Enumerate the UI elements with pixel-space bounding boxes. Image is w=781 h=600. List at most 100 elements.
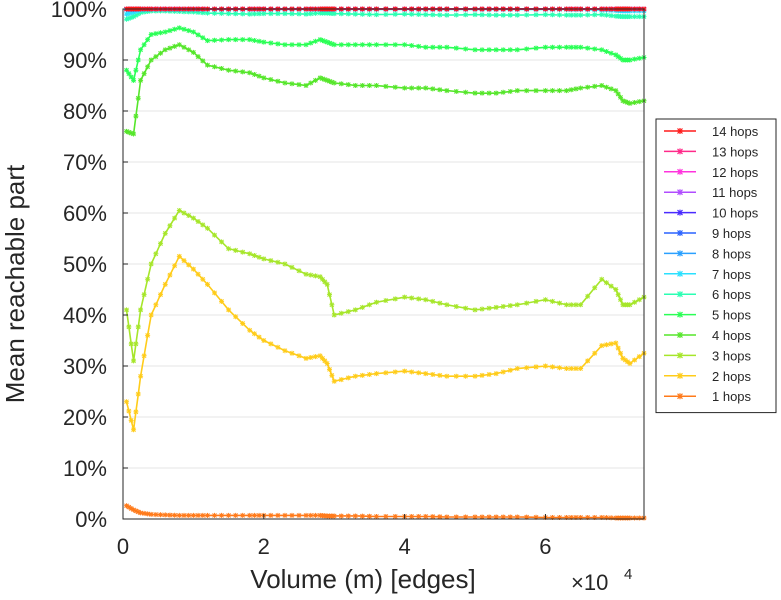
data-point	[317, 75, 323, 81]
data-point	[153, 302, 159, 308]
data-point	[256, 38, 262, 44]
data-point	[124, 67, 130, 73]
data-point	[126, 71, 132, 77]
x-axis-label: Volume (m) [edges]	[250, 564, 475, 594]
data-point	[615, 292, 621, 298]
y-tick-label: 70%	[63, 150, 107, 175]
data-point	[373, 513, 379, 519]
data-point	[345, 82, 351, 88]
data-point	[627, 360, 633, 366]
data-point	[409, 11, 415, 17]
data-point	[500, 514, 506, 520]
data-point	[585, 358, 591, 364]
data-point	[131, 131, 137, 137]
legend-item: 8 hops	[664, 246, 752, 261]
data-point	[251, 331, 257, 337]
data-point	[585, 12, 591, 18]
data-point	[463, 373, 469, 379]
data-point	[392, 296, 398, 302]
data-point	[542, 363, 548, 369]
series-3-hops	[124, 207, 647, 364]
data-point	[463, 12, 469, 18]
data-point	[268, 341, 274, 347]
data-point	[190, 215, 196, 221]
data-point	[359, 83, 365, 88]
data-point	[592, 285, 598, 291]
y-tick-label: 100%	[51, 0, 107, 22]
data-point	[275, 512, 281, 518]
data-point	[135, 11, 141, 17]
data-point	[622, 357, 628, 363]
data-point	[251, 253, 257, 258]
data-point	[126, 504, 132, 510]
legend-item: 12 hops	[664, 165, 759, 180]
y-tick-label: 10%	[63, 456, 107, 481]
data-point	[190, 29, 196, 35]
data-point	[268, 11, 274, 17]
data-point	[308, 40, 314, 46]
data-point	[322, 279, 328, 285]
data-point	[133, 508, 139, 514]
data-point	[618, 55, 624, 61]
data-point	[636, 55, 642, 61]
data-point	[437, 87, 443, 93]
data-point	[472, 373, 478, 379]
x-tick-label: 2	[258, 534, 270, 559]
data-point	[247, 70, 253, 76]
data-point	[615, 345, 621, 351]
data-point	[308, 272, 314, 278]
data-point	[308, 512, 314, 518]
legend-label: 7 hops	[712, 267, 752, 282]
x-tick-label: 4	[398, 534, 410, 559]
data-point	[573, 302, 579, 308]
data-point	[324, 39, 330, 45]
data-point	[500, 12, 506, 18]
data-point	[200, 222, 206, 228]
data-point	[557, 514, 563, 520]
data-point	[133, 341, 139, 347]
data-point	[402, 85, 408, 91]
data-point	[126, 408, 132, 414]
y-tick-labels: 0% 10% 20% 30% 40% 50% 60% 70% 80% 90% 100%	[51, 0, 128, 532]
legend-item: 9 hops	[664, 226, 752, 241]
legend-label: 9 hops	[712, 226, 752, 241]
data-point	[437, 44, 443, 50]
legend-label: 1 hops	[712, 389, 752, 404]
gridlines	[123, 59, 644, 469]
data-point	[261, 338, 267, 343]
legend-label: 6 hops	[712, 287, 752, 302]
data-point	[568, 12, 574, 18]
y-tick-label: 40%	[63, 303, 107, 328]
data-point	[618, 94, 624, 100]
data-point	[453, 304, 459, 309]
data-point	[524, 514, 530, 520]
data-point	[303, 42, 309, 48]
data-point	[289, 11, 295, 17]
data-point	[219, 512, 225, 518]
data-point	[524, 88, 530, 94]
data-point	[359, 11, 365, 17]
data-point	[352, 11, 358, 17]
data-point	[312, 354, 318, 360]
data-point	[256, 254, 262, 260]
data-point	[282, 261, 288, 267]
legend-label: 3 hops	[712, 348, 752, 363]
data-point	[603, 515, 609, 521]
data-point	[568, 366, 574, 372]
data-point	[251, 11, 257, 17]
data-point	[613, 52, 619, 58]
data-point	[186, 512, 192, 518]
data-point	[282, 11, 288, 17]
data-point	[472, 47, 478, 53]
data-point	[124, 399, 130, 405]
data-point	[557, 365, 563, 371]
data-point	[373, 299, 379, 305]
data-point	[322, 38, 328, 44]
data-point	[145, 276, 151, 282]
data-point	[507, 367, 513, 373]
data-point	[319, 355, 325, 361]
legend-item: 5 hops	[664, 308, 752, 323]
data-point	[153, 54, 159, 60]
data-point	[493, 304, 499, 310]
data-point	[493, 371, 499, 377]
